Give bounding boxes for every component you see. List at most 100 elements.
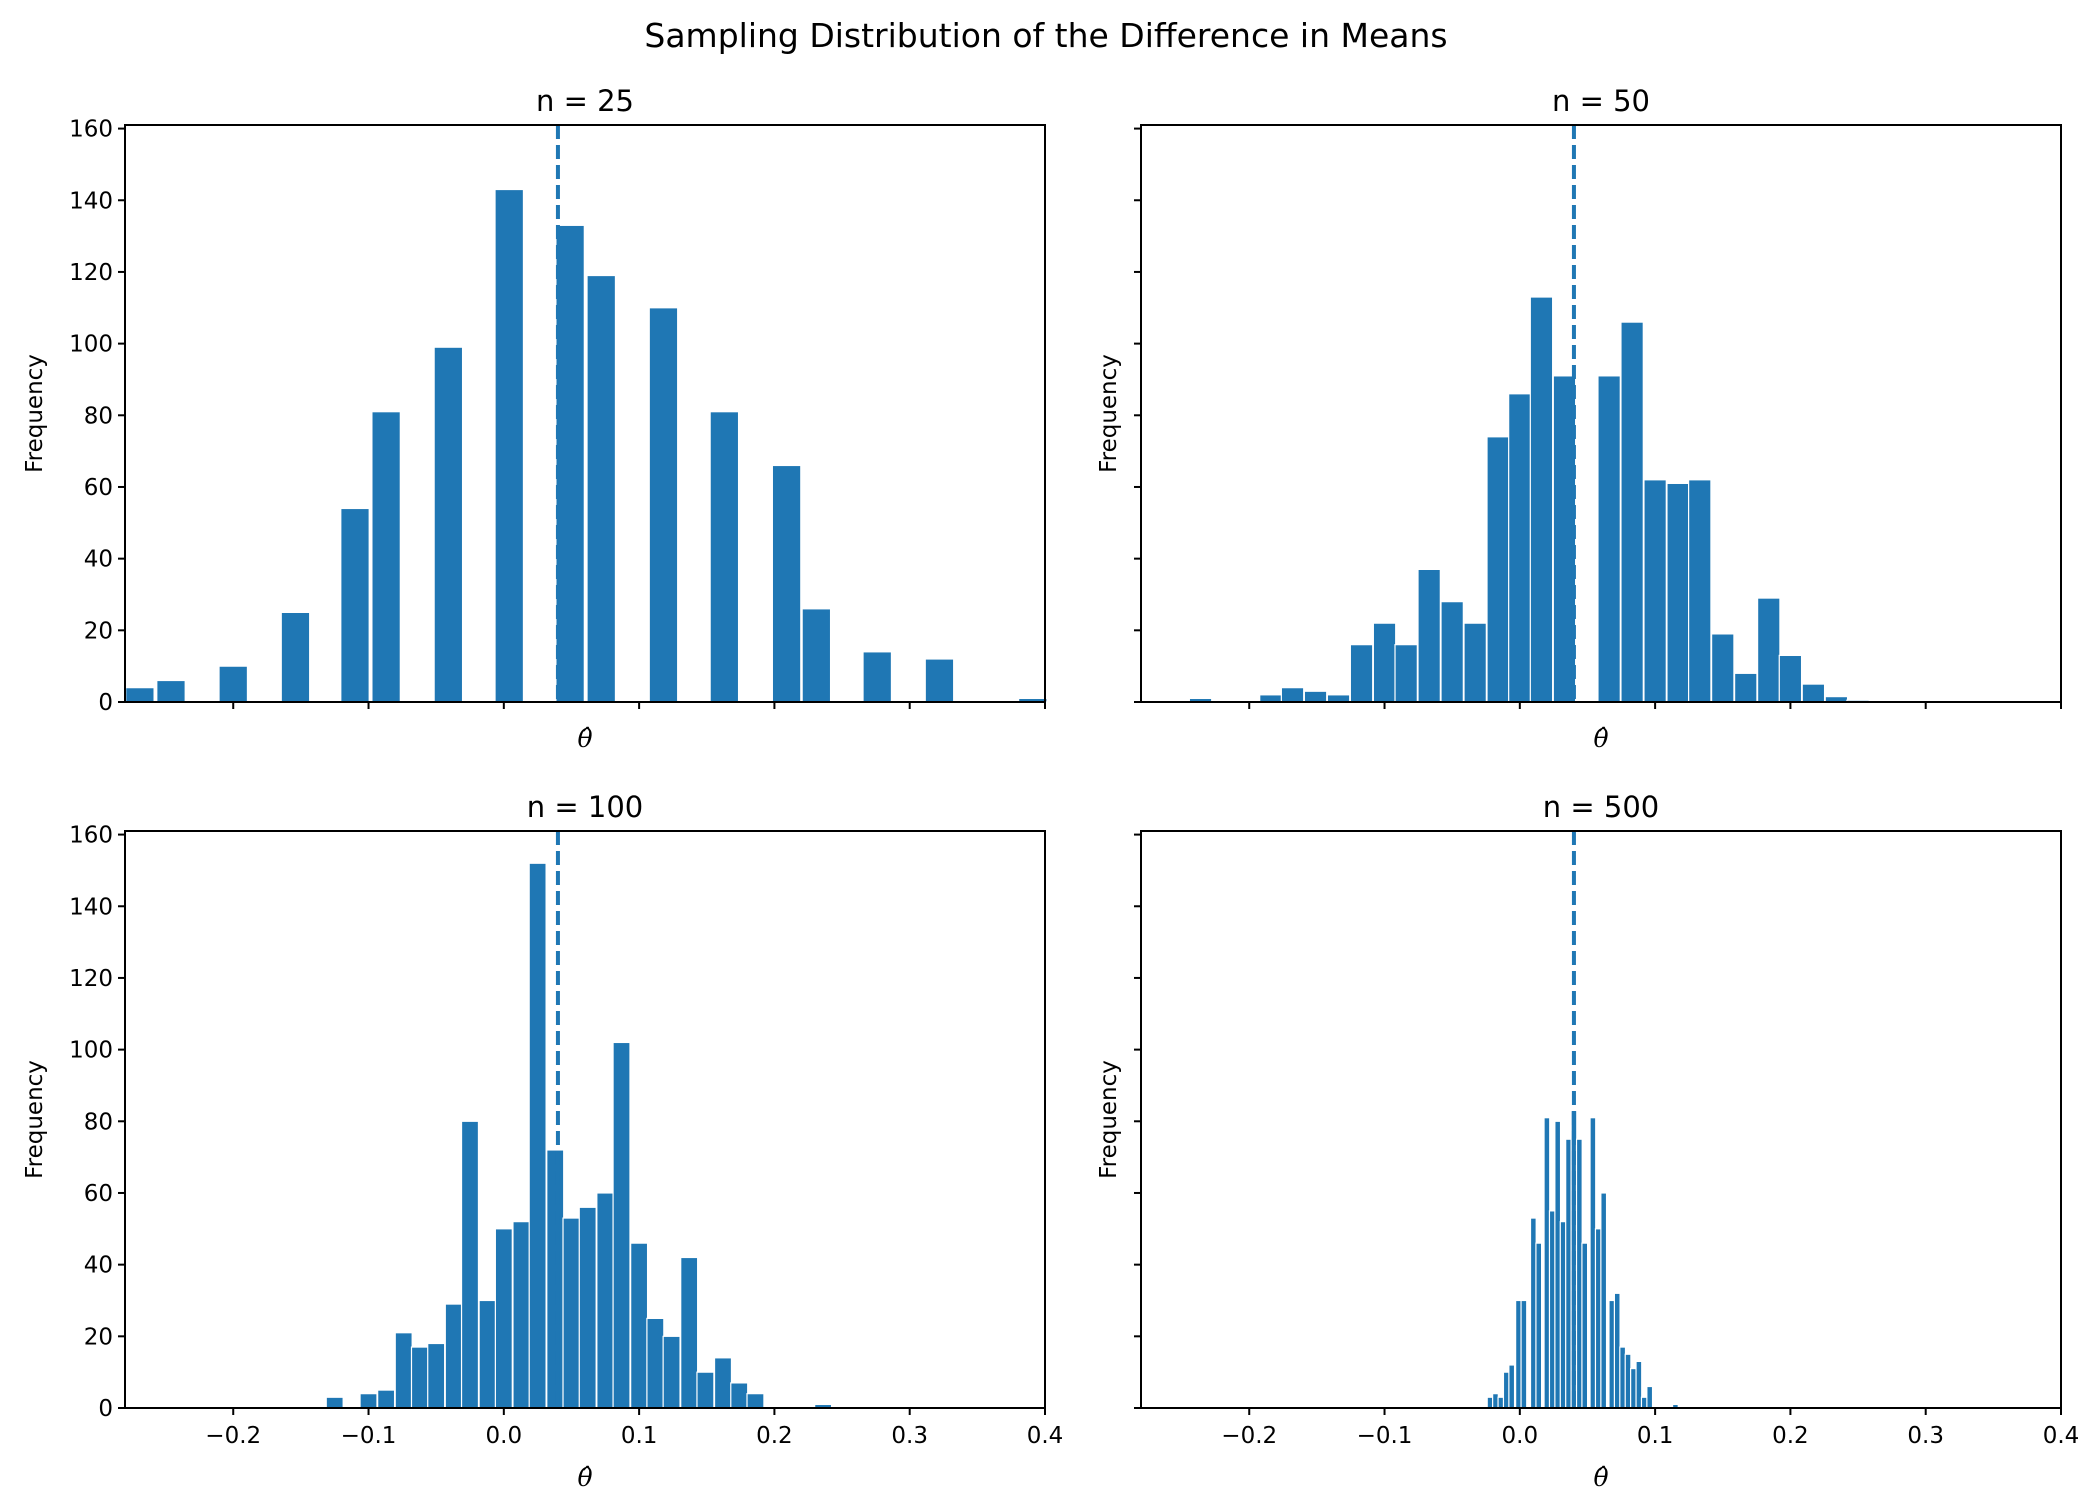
- histogram-bars: [125, 188, 1048, 703]
- histogram-bar: [325, 1396, 344, 1409]
- subplot-title: n = 100: [527, 790, 643, 824]
- histogram-bar: [1259, 694, 1283, 703]
- subplot-title: n = 500: [1543, 790, 1659, 824]
- histogram-bar: [555, 224, 585, 703]
- histogram-bar: [156, 679, 186, 703]
- y-tick-label: 20: [84, 618, 113, 644]
- histogram-bar: [612, 1041, 631, 1409]
- histogram-bar: [460, 1120, 480, 1409]
- x-tick-label: −0.1: [1357, 1423, 1413, 1449]
- subplot-top-left: 0 20 40 60 80 100 120 140 160 θ̂ Frequency n = 25: [22, 84, 1048, 753]
- histogram-bar: [494, 1228, 513, 1409]
- histogram-bar: [444, 1303, 463, 1409]
- subplot-bottom-right: −0.2 −0.1 0.0 0.1 0.2 0.3 0.4 θ̂ Frequency n = 50…: [1096, 790, 2079, 1492]
- histogram-bars: [1188, 296, 1870, 703]
- histogram-bar: [696, 1371, 715, 1409]
- histogram-bar: [924, 658, 955, 703]
- histogram-bar: [394, 1332, 413, 1409]
- histogram-bar: [1643, 479, 1667, 703]
- y-tick-label: 40: [84, 547, 113, 573]
- y-tick-label: 120: [69, 260, 113, 286]
- y-tick-label: 140: [69, 188, 113, 214]
- x-axis-label: θ̂: [577, 1463, 592, 1492]
- histogram-bar: [1280, 687, 1305, 703]
- axes-frame: [1140, 830, 2062, 1409]
- y-tick-label: 160: [69, 117, 113, 143]
- subplot-bottom-left: 0 20 40 60 80 100 120 140 160 −0.2 −0.1 0.0 0.1 0.2 0.…: [22, 790, 1063, 1492]
- x-axis-label: θ̂: [1593, 1463, 1608, 1492]
- subplots-grid: 0 20 40 60 80 100 120 140 160 θ̂ Frequency n = 25 θ̂…: [22, 84, 2079, 1492]
- histogram-bar: [1733, 672, 1758, 703]
- histogram-bar: [648, 307, 679, 703]
- histogram-bar: [1756, 597, 1781, 703]
- histogram-bar: [562, 1217, 581, 1409]
- histogram-bar: [1687, 479, 1712, 703]
- axes-frame: [124, 830, 1046, 1409]
- histogram-bar: [512, 1221, 531, 1409]
- histogram-bar: [596, 1192, 615, 1409]
- histogram-bar: [433, 346, 464, 703]
- y-tick-label: 40: [84, 1253, 113, 1279]
- histogram-bar: [1600, 1192, 1608, 1409]
- histogram-bar: [1778, 654, 1803, 703]
- histogram-bar: [713, 1357, 733, 1409]
- histogram-bar: [1326, 694, 1351, 703]
- histogram-bar: [494, 188, 525, 703]
- histogram-bar: [478, 1299, 497, 1409]
- x-tick-label: 0.0: [1502, 1423, 1539, 1449]
- histogram-bar: [862, 651, 893, 703]
- x-axis-label: θ̂: [1593, 724, 1608, 753]
- x-tick-label: 0.3: [891, 1423, 928, 1449]
- x-tick-label: 0.2: [1772, 1423, 1809, 1449]
- histogram-bar: [218, 665, 249, 703]
- y-tick-label: 60: [84, 1181, 113, 1207]
- x-tick-label: 0.4: [1027, 1423, 1064, 1449]
- histogram-bar: [1710, 633, 1735, 703]
- histogram-bar: [528, 862, 547, 1409]
- subplot-title: n = 25: [536, 84, 634, 118]
- histogram-bar: [1529, 296, 1554, 703]
- axes-frame: [124, 124, 1046, 703]
- histogram-bar: [801, 608, 832, 703]
- x-tick-label: 0.0: [486, 1423, 523, 1449]
- histogram-bar: [680, 1256, 699, 1409]
- x-tick-label: 0.3: [1907, 1423, 1944, 1449]
- y-axis-label: Frequency: [1096, 354, 1122, 473]
- histogram-bar: [746, 1393, 765, 1409]
- y-tick-label: 80: [84, 1109, 113, 1135]
- x-tick-label: −0.1: [341, 1423, 397, 1449]
- histogram-bar: [1535, 1242, 1543, 1409]
- histogram-bar: [377, 1389, 396, 1409]
- histogram-bar: [709, 411, 740, 703]
- y-tick-label: 60: [84, 475, 113, 501]
- histogram-bar: [662, 1335, 681, 1409]
- y-tick-label: 0: [98, 690, 113, 716]
- axes-frame: [1140, 124, 2062, 703]
- histogram-bar: [1581, 1242, 1589, 1409]
- histogram-bar: [546, 1149, 565, 1409]
- histogram-bar: [280, 611, 311, 703]
- y-tick-label: 160: [69, 823, 113, 849]
- histogram-bar: [1508, 393, 1532, 703]
- histogram-bar: [1303, 690, 1328, 703]
- y-tick-label: 100: [69, 1038, 113, 1064]
- y-tick-label: 20: [84, 1324, 113, 1350]
- y-axis-label: Frequency: [22, 1060, 48, 1179]
- figure-title: Sampling Distribution of the Difference …: [644, 16, 1447, 55]
- x-tick-label: −0.2: [205, 1423, 261, 1449]
- histogram-bar: [771, 464, 802, 703]
- y-axis-label: Frequency: [22, 354, 48, 473]
- histogram-bar: [1440, 601, 1464, 703]
- histogram-bar: [730, 1382, 749, 1409]
- x-tick-label: 0.1: [1637, 1423, 1674, 1449]
- x-tick-label: 0.4: [2043, 1423, 2080, 1449]
- histogram-bar: [1620, 321, 1644, 703]
- histogram-bar: [1508, 1364, 1516, 1409]
- histogram-bars: [1486, 1109, 1679, 1409]
- histogram-bar: [1666, 482, 1690, 703]
- y-tick-label: 0: [98, 1396, 113, 1422]
- histogram-bar: [371, 411, 401, 703]
- x-axis-label: θ̂: [577, 724, 592, 753]
- histogram-bar: [1486, 436, 1510, 703]
